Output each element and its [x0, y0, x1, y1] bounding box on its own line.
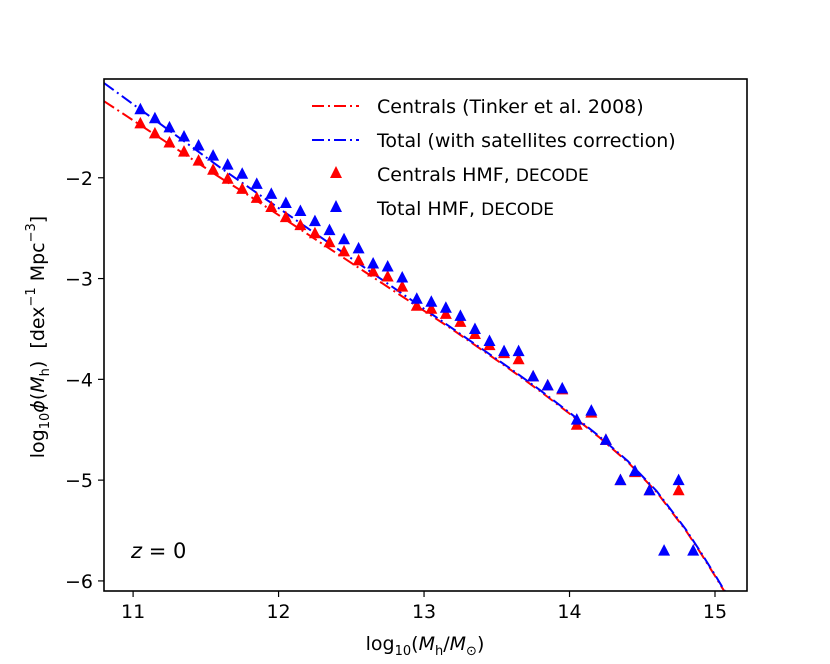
x-axis-ticks: 11 12 13 14 15: [121, 591, 727, 623]
total-hmf-point: [178, 129, 191, 142]
y-tick-label: −4: [65, 369, 93, 391]
total-hmf-point: [658, 544, 671, 556]
x-axis-label: log10(Mh/M⊙): [366, 633, 485, 659]
centrals-hmf-point: [672, 483, 685, 496]
legend-swatch-centrals-points: [330, 166, 342, 178]
total-hmf-point: [338, 232, 351, 245]
y-axis-ticks: −2 −3 −4 −5 −6: [65, 168, 104, 593]
legend-label-total-points: Total HMF, DECODE: [376, 198, 554, 220]
legend-label-total-line: Total (with satellites correction): [376, 130, 676, 152]
centrals-hmf-point: [265, 200, 278, 212]
total-hmf-point: [250, 177, 263, 189]
centrals-hmf-point: [250, 191, 263, 203]
centrals-hmf-point: [279, 210, 292, 223]
y-tick-label: −5: [65, 470, 93, 492]
legend: Centrals (Tinker et al. 2008) Total (wit…: [312, 96, 676, 220]
centrals-hmf-point: [352, 253, 365, 266]
total-hmf-point: [381, 259, 394, 272]
total-hmf-point: [163, 120, 176, 133]
total-hmf-point: [279, 196, 292, 208]
lines-layer: [104, 82, 727, 591]
legend-label-centrals-points: Centrals HMF, DECODE: [377, 164, 589, 186]
centrals-hmf-point: [178, 145, 191, 157]
centrals-hmf-point: [338, 244, 351, 257]
total-hmf-point: [308, 214, 321, 227]
total-hmf-point: [323, 223, 336, 236]
centrals-hmf-point: [134, 116, 147, 129]
total-hmf-point: [483, 334, 496, 347]
markers-layer: [134, 102, 700, 556]
total-hmf-point: [614, 473, 627, 486]
total-hmf-point: [265, 187, 278, 199]
total-hmf-point: [512, 344, 525, 357]
total-hmf-point: [541, 378, 554, 391]
total-hmf-point: [628, 464, 641, 477]
total-hmf-point: [410, 292, 423, 304]
total-hmf-point: [672, 473, 685, 486]
redshift-annotation: z = 0: [130, 539, 186, 563]
centrals-hmf-point: [439, 307, 452, 319]
y-tick-label: −2: [65, 168, 93, 190]
total-hmf-point: [527, 369, 540, 382]
total-hmf-point: [148, 111, 161, 124]
centrals-hmf-point: [396, 280, 409, 292]
centrals-hmf-point: [308, 226, 321, 239]
x-tick-label: 12: [266, 601, 290, 623]
total-hmf-point: [570, 413, 583, 425]
centrals-hmf-point: [410, 299, 423, 311]
total-hmf-point: [236, 167, 249, 179]
total-hmf-point: [454, 309, 467, 321]
total-hmf-point: [556, 381, 569, 394]
total-hmf-point: [585, 404, 598, 416]
x-tick-label: 13: [412, 601, 436, 623]
total-hmf-point: [352, 241, 365, 254]
y-tick-label: −3: [65, 269, 93, 291]
legend-label-centrals-line: Centrals (Tinker et al. 2008): [377, 96, 644, 118]
plot-frame: [103, 78, 748, 592]
centrals-hmf-point: [454, 315, 467, 327]
centrals-hmf-point: [381, 270, 394, 282]
x-tick-label: 14: [557, 601, 581, 623]
total-hmf-point: [599, 433, 612, 445]
total-hmf-point: [687, 544, 700, 556]
total-hmf-point: [367, 256, 380, 269]
centrals-hmf-point: [148, 126, 161, 139]
legend-swatch-total-points: [330, 200, 342, 212]
total-hmf-point: [134, 102, 147, 115]
total-hmf-point: [207, 149, 220, 161]
centrals-hmf-point: [207, 163, 220, 175]
total-hmf-point: [439, 301, 452, 313]
total-hmf-point: [425, 295, 438, 307]
y-tick-label: −6: [65, 571, 93, 593]
total-hmf-point: [643, 483, 656, 496]
total-hmf-point: [396, 271, 409, 283]
total-hmf-point: [192, 139, 205, 151]
centrals-hmf-point: [323, 235, 336, 248]
total-satellites-line: [104, 82, 727, 591]
total-hmf-point: [498, 344, 511, 357]
centrals-hmf-point: [236, 182, 249, 194]
centrals-hmf-point: [221, 172, 234, 184]
centrals-hmf-point: [294, 218, 307, 231]
total-hmf-point: [468, 322, 481, 334]
y-axis-label: log10ϕ(Mh) [dex−1 Mpc−3]: [24, 216, 53, 458]
centrals-hmf-point: [367, 265, 380, 277]
x-tick-label: 11: [121, 601, 145, 623]
centrals-hmf-point: [512, 352, 525, 365]
centrals-hmf-point: [163, 135, 176, 148]
x-tick-label: 15: [703, 601, 727, 623]
centrals-hmf-point: [425, 302, 438, 314]
centrals-hmf-point: [192, 154, 205, 166]
total-hmf-point: [294, 204, 307, 217]
total-hmf-point: [221, 158, 234, 170]
